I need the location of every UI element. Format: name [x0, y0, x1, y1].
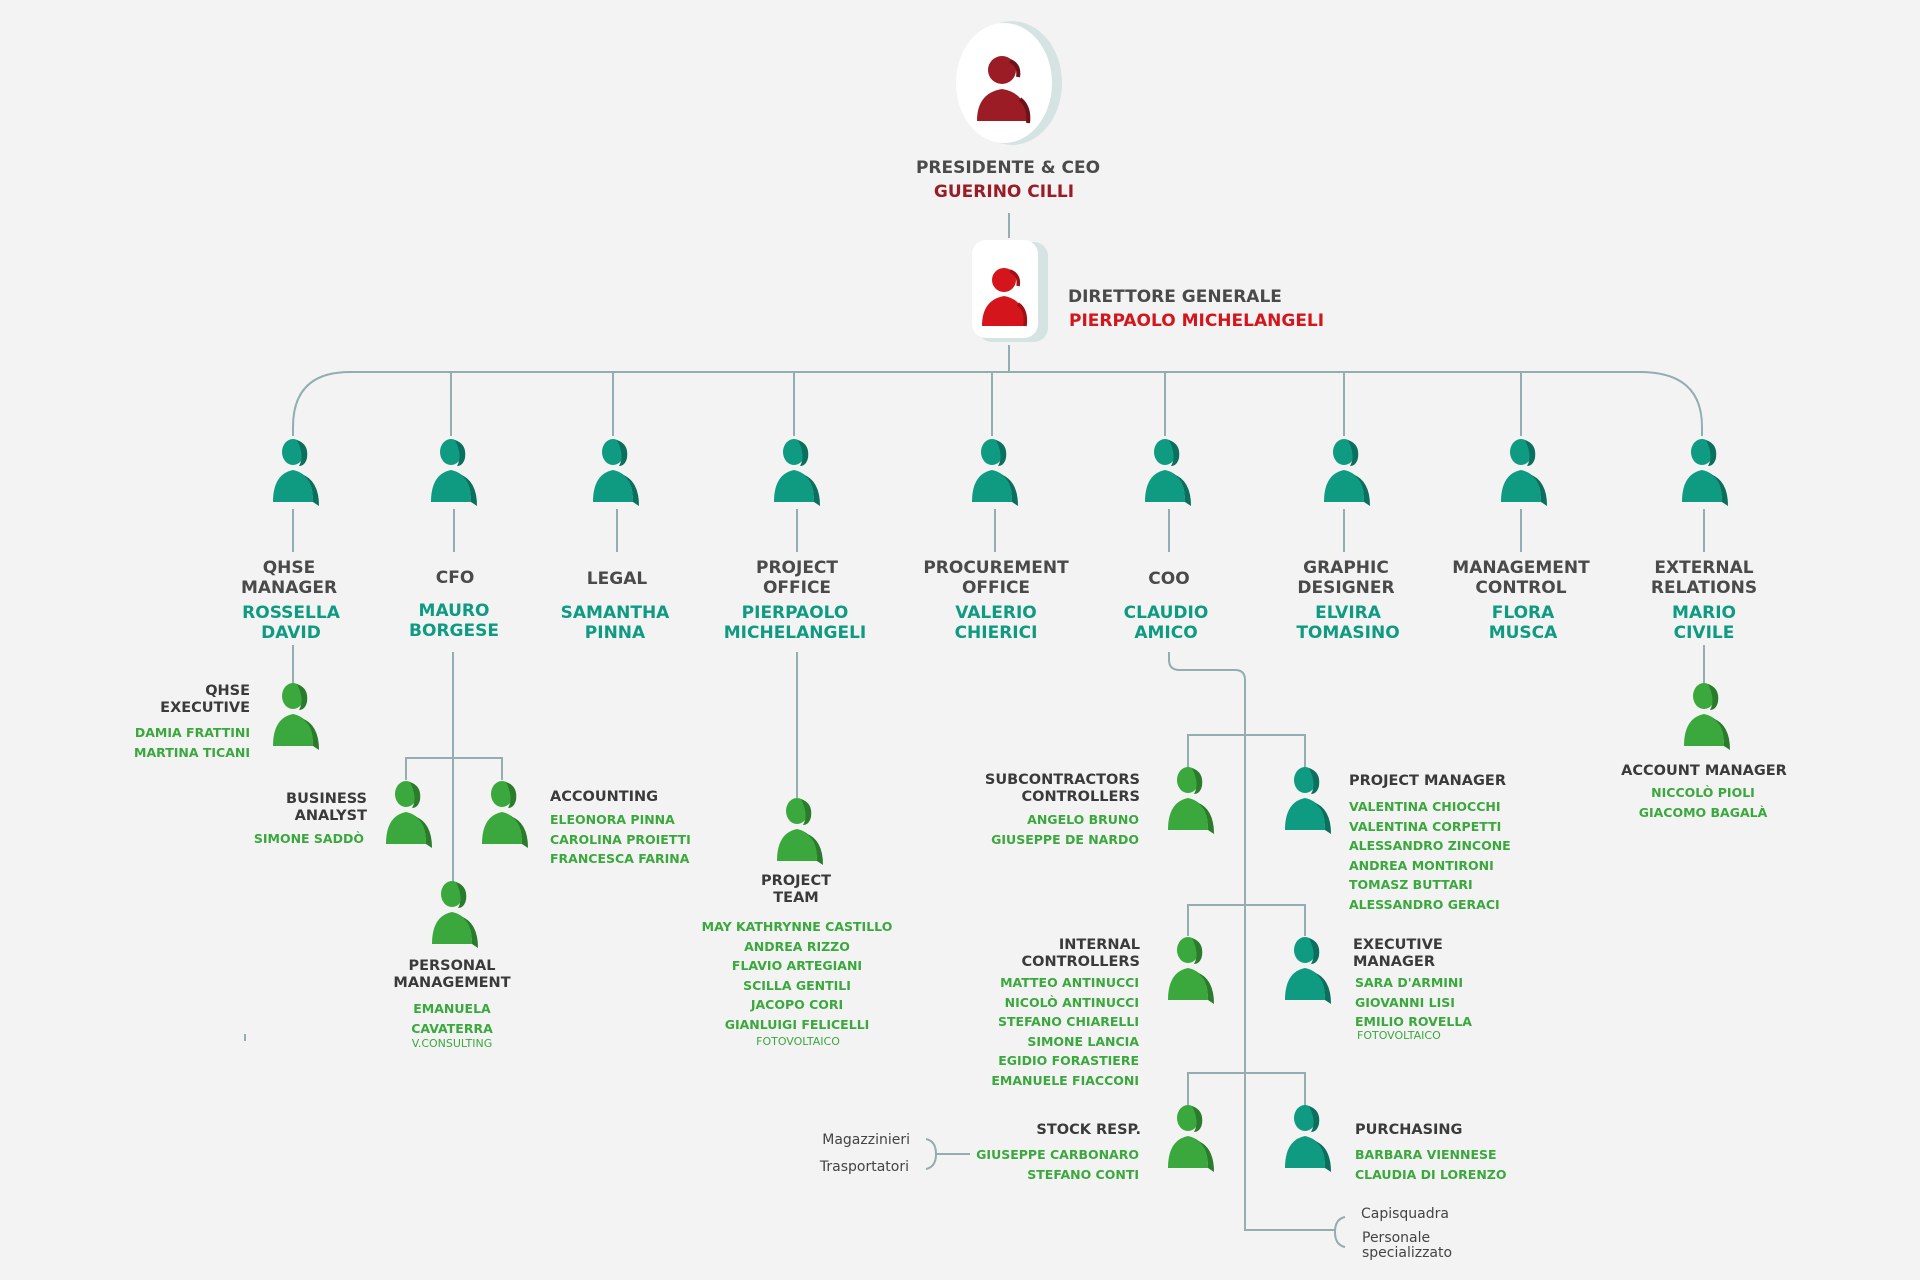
dept-procurement-role: PROCUREMENT OFFICE [923, 558, 1069, 598]
icon-personal-management-person-icon [432, 881, 478, 948]
ceo-name: GUERINO CILLI [933, 182, 1075, 202]
director-avatar-icon [972, 240, 1048, 342]
dept-graphic-name: ELVIRA TOMASINO [1296, 603, 1400, 643]
stock-extra-magazzinieri: Magazzinieri [822, 1132, 910, 1148]
qhse-executive-role: QHSE EXECUTIVE [160, 683, 250, 716]
business-analyst-people: SIMONE SADDÒ [253, 831, 364, 846]
stock-resp-people: GIUSEPPE CARBONARO STEFANO CONTI [976, 1147, 1139, 1182]
icon-subcontractors-person-icon [1168, 767, 1214, 834]
executive-manager-role: EXECUTIVE MANAGER [1353, 937, 1443, 970]
account-manager-role: ACCOUNT MANAGER [1621, 763, 1787, 779]
internal-controllers-people: MATTEO ANTINUCCI NICOLÒ ANTINUCCI STEFANO … [991, 975, 1139, 1088]
dept-external-relations-name: MARIO CIVILE [1672, 603, 1736, 643]
stock-resp-role: STOCK RESP. [1036, 1122, 1141, 1138]
subcontractors-role: SUBCONTRACTORS CONTROLLERS [984, 772, 1140, 805]
personal-management-people: EMANUELA CAVATERRA [411, 1001, 493, 1036]
icon-graphic-designer-person-icon [1324, 439, 1370, 506]
qhse-executive-people: DAMIA FRATTINI MARTINA TICANI [134, 725, 250, 760]
icon-purchasing-person-icon [1285, 1105, 1331, 1172]
dept-legal-name: SAMANTHA PINNA [560, 603, 670, 643]
icon-external-relations-person-icon [1682, 439, 1728, 506]
dept-management-control-role: MANAGEMENT CONTROL [1452, 558, 1590, 598]
dept-cfo-role: CFO [435, 568, 475, 588]
icon-cfo-person-icon [431, 439, 477, 506]
dept-coo-role: COO [1148, 569, 1190, 589]
icon-business-analyst-person-icon [386, 781, 432, 848]
coo-extra-personale: Personale specializzato [1362, 1230, 1453, 1261]
icon-internal-controllers-person-icon [1168, 937, 1214, 1004]
purchasing-role: PURCHASING [1355, 1122, 1463, 1138]
icon-qhse-manager-person-icon [273, 439, 319, 506]
project-team-people: MAY KATHRYNNE CASTILLO ANDREA RIZZO FLAVIO… [701, 919, 893, 1032]
icon-procurement-person-icon [972, 439, 1018, 506]
dept-procurement-name: VALERIO CHIERICI [954, 603, 1038, 643]
dept-qhse-role: QHSE MANAGER [240, 558, 338, 598]
accounting-people: ELEONORA PINNA CAROLINA PROIETTI FRANCESCA… [550, 812, 691, 866]
stock-extra-trasportatori: Trasportatori [819, 1159, 909, 1175]
director-role: DIRETTORE GENERALE [1068, 287, 1282, 307]
project-manager-role: PROJECT MANAGER [1349, 773, 1506, 789]
dept-project-office-role: PROJECT OFFICE [755, 558, 839, 598]
dept-legal-role: LEGAL [586, 569, 648, 589]
accounting-role: ACCOUNTING [550, 789, 659, 805]
internal-controllers-role: INTERNAL CONTROLLERS [1021, 937, 1140, 970]
coo-extra-capisquadra: Capisquadra [1361, 1206, 1449, 1222]
dept-graphic-role: GRAPHIC DESIGNER [1297, 558, 1395, 598]
icon-executive-manager-person-icon [1285, 937, 1331, 1004]
director-name: PIERPAOLO MICHELANGELI [1069, 311, 1325, 331]
icon-account-manager-person-icon [1684, 683, 1730, 750]
project-team-note: FOTOVOLTAICO [756, 1035, 840, 1048]
icon-legal-person-icon [593, 439, 639, 506]
purchasing-people: BARBARA VIENNESE CLAUDIA DI LORENZO [1355, 1147, 1507, 1182]
subcontractors-people: ANGELO BRUNO GIUSEPPE DE NARDO [991, 812, 1139, 847]
dept-cfo-name: MAURO BORGESE [409, 601, 499, 641]
ceo-role: PRESIDENTE & CEO [915, 158, 1101, 178]
project-team-role: PROJECT TEAM [761, 873, 831, 906]
project-manager-people: VALENTINA CHIOCCHI VALENTINA CORPETTI ALES… [1349, 799, 1511, 912]
ceo-avatar-icon [956, 21, 1062, 145]
dept-management-control-name: FLORA MUSCA [1488, 603, 1558, 643]
dept-qhse-name: ROSSELLA DAVID [242, 603, 340, 643]
icon-qhse-executive-person-icon [273, 683, 319, 750]
executive-manager-note: FOTOVOLTAICO [1357, 1029, 1441, 1042]
icon-stock-resp-person-icon [1168, 1105, 1214, 1172]
dept-coo-name: CLAUDIO AMICO [1123, 603, 1209, 643]
icon-project-office-person-icon [774, 439, 820, 506]
icon-management-control-person-icon [1501, 439, 1547, 506]
account-manager-people: NICCOLÒ PIOLI GIACOMO BAGALÀ [1638, 785, 1768, 820]
business-analyst-role: BUSINESS ANALYST [286, 791, 367, 824]
dept-external-relations-role: EXTERNAL RELATIONS [1650, 558, 1758, 598]
icon-project-manager-person-icon [1285, 767, 1331, 834]
icon-project-team-person-icon [777, 798, 823, 865]
executive-manager-people: SARA D'ARMINI GIOVANNI LISI EMILIO ROVELLA [1355, 975, 1472, 1029]
personal-management-note: V.CONSULTING [411, 1037, 493, 1050]
dept-project-office-name: PIERPAOLO MICHELANGELI [723, 603, 867, 643]
icon-coo-person-icon [1145, 439, 1191, 506]
personal-management-role: PERSONAL MANAGEMENT [393, 958, 511, 991]
icon-accounting-person-icon [482, 781, 528, 848]
